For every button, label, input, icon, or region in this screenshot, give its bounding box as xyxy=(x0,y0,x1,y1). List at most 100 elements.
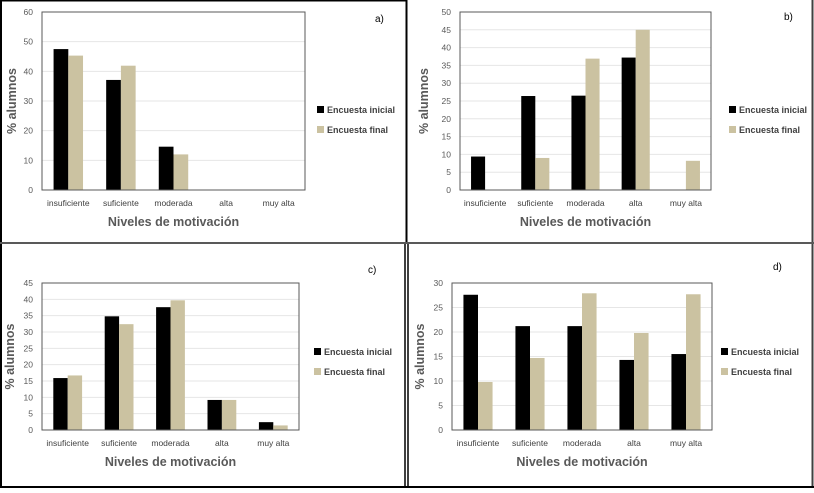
legend: Encuesta inicial Encuesta final xyxy=(729,105,807,135)
y-tick-label: 5 xyxy=(446,167,451,177)
bar-initial-moderada xyxy=(567,326,582,430)
y-tick-labels: 0 5 10 15 20 25 30 35 40 45 xyxy=(24,278,34,435)
bar-final-moderada xyxy=(170,300,185,430)
panel-label: a) xyxy=(375,14,384,25)
x-category-label: muy alta xyxy=(257,438,289,448)
x-category-labels: insuficiente suficiente moderada alta muy al… xyxy=(47,198,295,208)
chart-c: 0 5 10 15 20 25 30 35 40 45 insuficiente suficient… xyxy=(3,265,392,469)
bar-initial-alta xyxy=(207,399,222,430)
y-tick-label: 0 xyxy=(28,185,33,195)
plot-frame xyxy=(41,11,306,191)
x-axis-title: Niveles de motivación xyxy=(520,215,651,229)
bar-final-suficiente xyxy=(530,357,545,430)
bar-initial-suficiente xyxy=(106,79,121,190)
x-category-labels: insuficiente suficiente moderada alta muy al… xyxy=(464,198,702,208)
bar-initial-suficiente xyxy=(104,316,120,430)
legend-swatch-final xyxy=(721,368,728,375)
legend-label-initial: Encuesta inicial xyxy=(731,347,799,357)
bar-final-moderada xyxy=(173,154,189,190)
y-tick-label: 0 xyxy=(438,425,443,435)
y-tick-label: 45 xyxy=(442,25,452,35)
x-category-label: moderada xyxy=(154,198,193,208)
legend: Encuesta inicial Encuesta final xyxy=(314,347,392,377)
bar-final-muy-alta xyxy=(686,294,701,430)
legend-swatch-initial xyxy=(317,106,324,113)
legend-label-final: Encuesta final xyxy=(327,125,388,135)
y-tick-label: 40 xyxy=(24,66,34,76)
bar-final-muy-alta xyxy=(685,160,700,190)
y-tick-label: 30 xyxy=(24,96,34,106)
y-tick-label: 10 xyxy=(442,149,452,159)
y-tick-label: 10 xyxy=(434,376,444,386)
bars xyxy=(463,293,701,430)
x-category-label: insuficiente xyxy=(457,438,500,448)
x-category-label: muy alta xyxy=(670,198,702,208)
chart-d: 0 5 10 15 20 25 30 insuficiente suficiente moder… xyxy=(413,262,799,469)
bar-initial-moderada xyxy=(156,307,171,430)
y-tick-label: 35 xyxy=(442,60,452,70)
bar-initial-suficiente xyxy=(521,96,536,190)
legend-swatch-initial xyxy=(729,106,736,113)
y-tick-label: 25 xyxy=(24,343,34,353)
panel-label: c) xyxy=(368,265,376,276)
bar-initial-alta xyxy=(621,57,636,191)
x-category-label: moderada xyxy=(566,198,605,208)
bar-final-moderada xyxy=(585,58,600,190)
bar-initial-insuficiente xyxy=(53,49,69,191)
bar-final-suficiente xyxy=(535,157,550,190)
x-category-label: moderada xyxy=(563,438,602,448)
y-tick-label: 5 xyxy=(28,409,33,419)
panel-label: d) xyxy=(773,262,782,273)
x-category-label: muy alta xyxy=(263,198,295,208)
y-tick-labels: 0 10 20 30 40 50 60 xyxy=(24,7,34,195)
y-tick-label: 30 xyxy=(442,78,452,88)
legend-swatch-final xyxy=(314,368,321,375)
plot-frame xyxy=(459,11,712,191)
y-tick-label: 0 xyxy=(28,425,33,435)
x-category-label: alta xyxy=(629,198,643,208)
y-tick-label: 30 xyxy=(24,327,34,337)
x-category-labels: insuficiente suficiente moderada alta muy al… xyxy=(46,438,289,448)
y-tick-label: 10 xyxy=(24,392,34,402)
y-tick-label: 10 xyxy=(24,155,34,165)
y-tick-label: 25 xyxy=(442,96,452,106)
x-category-label: alta xyxy=(627,438,641,448)
bar-initial-moderada xyxy=(571,95,586,190)
x-axis-title: Niveles de motivación xyxy=(105,455,236,469)
y-tick-label: 30 xyxy=(434,278,444,288)
x-axis-title: Niveles de motivación xyxy=(108,215,239,229)
y-tick-label: 60 xyxy=(24,7,34,17)
x-category-label: suficiente xyxy=(103,198,139,208)
y-tick-label: 25 xyxy=(434,303,444,313)
chart-b: 0 5 10 15 20 25 30 35 40 45 50 insuficiente suficie… xyxy=(417,7,807,229)
legend-swatch-initial xyxy=(314,348,321,355)
y-tick-label: 40 xyxy=(442,43,452,53)
y-axis-title: % alumnos xyxy=(413,323,427,389)
x-category-label: alta xyxy=(219,198,233,208)
bar-final-insuficiente xyxy=(68,55,84,190)
bar-initial-insuficiente xyxy=(53,378,68,430)
panel-label: b) xyxy=(784,12,793,23)
x-category-label: insuficiente xyxy=(464,198,507,208)
chart-a: 0 10 20 30 40 50 60 insuficiente suficiente mode… xyxy=(5,7,395,229)
y-tick-label: 20 xyxy=(24,360,34,370)
bar-final-insuficiente xyxy=(478,381,493,430)
legend-label-final: Encuesta final xyxy=(739,125,800,135)
x-category-label: muy alta xyxy=(670,438,702,448)
bar-final-muy-alta xyxy=(273,425,288,430)
x-category-label: moderada xyxy=(151,438,190,448)
bar-final-moderada xyxy=(582,293,597,430)
plot-frame xyxy=(41,282,300,431)
y-tick-label: 5 xyxy=(438,401,443,411)
bar-final-alta xyxy=(221,399,237,430)
y-tick-label: 20 xyxy=(434,327,444,337)
bar-initial-muy-alta xyxy=(671,354,686,430)
y-tick-labels: 0 5 10 15 20 25 30 xyxy=(434,278,444,435)
legend: Encuesta inicial Encuesta final xyxy=(721,347,799,377)
legend-swatch-final xyxy=(729,126,736,133)
y-tick-label: 0 xyxy=(446,185,451,195)
bar-initial-suficiente xyxy=(515,326,530,430)
bars xyxy=(53,49,189,191)
bar-final-suficiente xyxy=(120,65,136,190)
